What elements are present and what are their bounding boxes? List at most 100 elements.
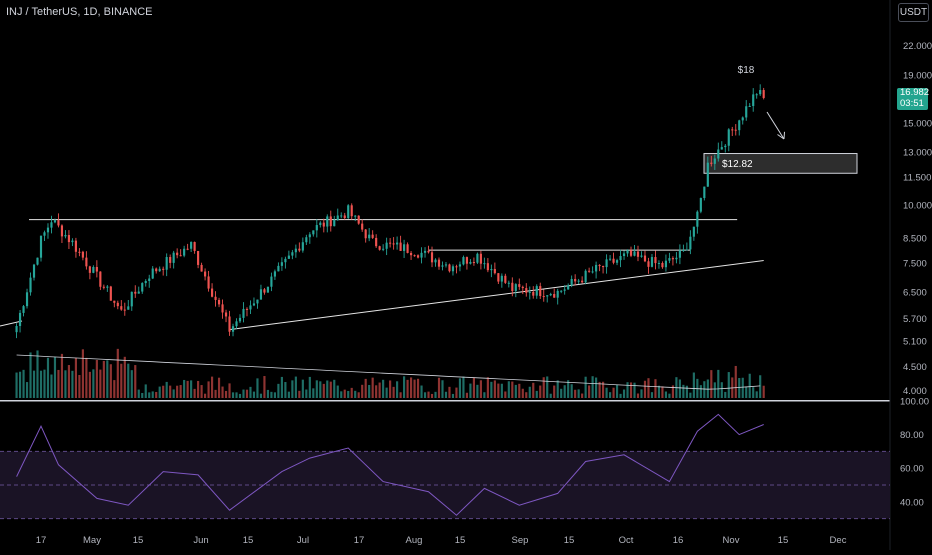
candle	[301, 237, 304, 253]
candle-body	[563, 289, 566, 291]
candle	[462, 255, 465, 266]
candle-body	[654, 257, 657, 264]
volume-bar	[636, 393, 640, 398]
candle	[577, 278, 580, 285]
candle	[224, 309, 228, 323]
candle	[113, 300, 116, 308]
time-tick-label: 15	[133, 535, 144, 546]
bar-countdown: 03:51	[900, 97, 924, 109]
candle	[626, 249, 629, 257]
candle	[221, 299, 224, 319]
candle-body	[549, 294, 552, 296]
volume-bar	[298, 390, 301, 398]
candle-body	[570, 278, 573, 286]
symbol-title[interactable]: INJ / TetherUS, 1D, BINANCE	[6, 6, 153, 18]
candle	[504, 273, 507, 284]
candle	[333, 215, 336, 227]
volume-bar	[389, 380, 392, 398]
candle-body	[235, 321, 238, 327]
volume-bar	[584, 376, 587, 398]
candle	[294, 244, 297, 258]
candle	[633, 244, 636, 257]
time-tick-label: Aug	[406, 535, 423, 546]
candle-body	[343, 215, 346, 219]
volume-bar	[162, 385, 165, 398]
candle	[305, 234, 308, 246]
volume-bar	[277, 383, 280, 398]
candle-body	[703, 186, 706, 199]
rsi-tick-label: 100.00	[900, 397, 929, 408]
candle-body	[699, 198, 702, 212]
volume-bar	[25, 382, 29, 398]
candle-body	[270, 276, 273, 287]
volume-bar	[469, 383, 472, 398]
candle	[252, 297, 256, 307]
candle-body	[741, 117, 744, 121]
price-tick-label: 15.000	[903, 119, 932, 130]
volume-bar	[661, 386, 664, 398]
price-tick-label: 7.500	[903, 259, 927, 270]
candle	[242, 302, 245, 323]
candle	[437, 257, 441, 270]
last-price-value: 16.982	[900, 87, 930, 98]
volume-bar	[699, 385, 702, 398]
candle-body	[224, 312, 228, 317]
candle	[151, 266, 154, 280]
volume-bar	[364, 378, 367, 398]
candle	[720, 141, 723, 150]
volume-bar	[612, 387, 615, 398]
candle-body	[204, 271, 207, 277]
volume-bar	[738, 378, 741, 398]
volume-bar	[81, 349, 84, 398]
candle-body	[266, 286, 270, 293]
volume-bar	[137, 389, 140, 398]
volume-bar	[640, 389, 643, 398]
candle-body	[256, 299, 259, 304]
volume-bar	[622, 389, 626, 398]
candle-body	[458, 264, 462, 267]
candle-body	[451, 266, 455, 272]
candle	[560, 290, 563, 294]
volume-bar	[514, 384, 517, 398]
time-tick-label: 16	[673, 535, 684, 546]
candle	[249, 300, 252, 314]
time-tick-label: 17	[36, 535, 47, 546]
support-zone-box	[703, 153, 858, 174]
candle-body	[172, 252, 175, 263]
candle-body	[123, 309, 126, 311]
volume-bar	[109, 364, 112, 398]
candle-body	[738, 120, 741, 131]
candle-body	[444, 264, 448, 266]
candle	[245, 307, 249, 317]
candle	[413, 254, 416, 257]
volume-bar	[441, 380, 444, 398]
candle	[287, 250, 290, 259]
volume-bar	[67, 365, 71, 398]
candle-body	[752, 94, 755, 106]
candle-body	[532, 291, 535, 296]
volume-bar	[74, 357, 77, 398]
candle	[270, 272, 273, 292]
candle-body	[535, 286, 538, 296]
volume-bar	[500, 383, 503, 398]
currency-button[interactable]: USDT	[898, 3, 929, 22]
time-tick-label: 17	[354, 535, 365, 546]
candle-body	[50, 222, 53, 228]
volume-bar	[755, 391, 758, 398]
candle-body	[612, 258, 615, 263]
candle-body	[423, 250, 427, 253]
candle-body	[622, 253, 626, 257]
volume-bar	[483, 392, 486, 398]
volume-bar	[123, 356, 126, 398]
candle	[615, 258, 619, 266]
candle-body	[127, 306, 130, 310]
candle	[759, 84, 762, 96]
candle-body	[364, 229, 367, 239]
candle-body	[469, 262, 472, 264]
volume-bar	[382, 379, 385, 398]
candle	[689, 230, 692, 255]
candle-body	[102, 286, 105, 288]
candle-body	[113, 300, 116, 303]
candle-body	[277, 265, 280, 272]
volume-bar	[591, 376, 594, 398]
